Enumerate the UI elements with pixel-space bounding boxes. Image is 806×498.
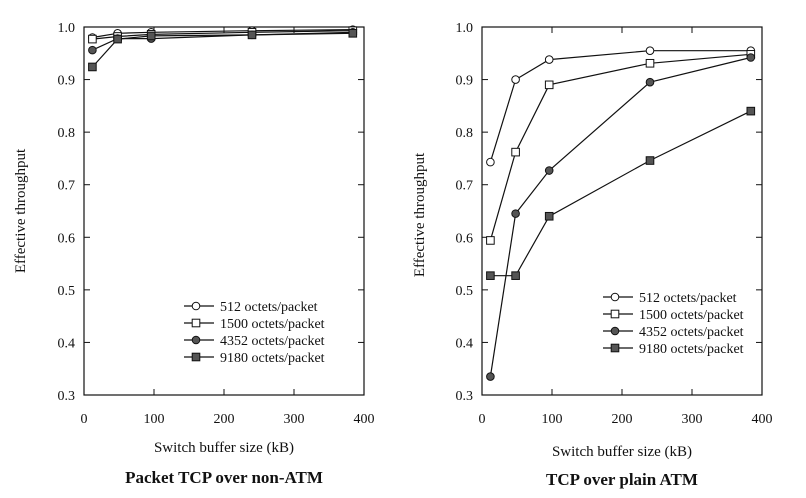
- chart-left-ylabel: Effective throughput: [13, 148, 29, 273]
- chart-left-series-2-point: [88, 34, 97, 44]
- chart-left-ytick-label: 0.9: [58, 74, 76, 89]
- chart-right-series: [486, 46, 756, 381]
- chart-left-legend: 512 octets/packet 1500 octets/packet 4352 …: [184, 300, 325, 366]
- chart-left-series-4-point: [113, 34, 122, 44]
- chart-left-series: [88, 25, 358, 72]
- chart-right-ytick-label: 0.7: [456, 179, 474, 194]
- chart-left-legend-item-2-marker: [191, 318, 201, 328]
- chart-left-xtick-label: 300: [284, 412, 305, 427]
- chart-right-legend-item-3-marker: [610, 326, 620, 336]
- chart-right-series-4-point: [511, 271, 520, 280]
- chart-right-series-1-point: [645, 46, 655, 55]
- chart-right-title: TCP over plain ATM: [546, 470, 698, 489]
- chart-right-xtick-label: 200: [612, 412, 633, 427]
- chart-left-ytick-label: 0.3: [58, 389, 76, 404]
- chart-right-ytick-label: 0.9: [456, 74, 474, 89]
- chart-right-series-2-point: [486, 236, 495, 245]
- chart-left-legend-item-3-marker: [191, 335, 201, 345]
- chart-left-series-4-point: [348, 29, 358, 38]
- chart-left-series-4-point: [88, 62, 97, 72]
- chart-left-xtick-label: 0: [81, 412, 88, 427]
- chart-right-series-4-line: [490, 110, 752, 277]
- chart-right-series-3-point: [746, 53, 756, 62]
- chart-right-ylabel: Effective throughput: [412, 152, 428, 277]
- chart-right-xtick-label: 0: [479, 412, 486, 427]
- chart-right-xtick-label: 100: [542, 412, 563, 427]
- chart-left-legend-item-4-marker: [191, 352, 201, 362]
- chart-left-series-4-line: [91, 32, 353, 68]
- chart-right-series-2-point: [544, 80, 554, 90]
- chart-right-legend-item-2-marker: [610, 309, 620, 319]
- chart-right-legend-item-3-label: 4352 octets/packet: [639, 325, 744, 340]
- chart-right-legend-item-4-label: 9180 octets/packet: [639, 342, 744, 357]
- chart-right-ytick-label: 0.5: [456, 284, 474, 299]
- chart-left-series-4-point: [247, 30, 257, 40]
- chart-right-legend-item-1-marker: [610, 292, 620, 302]
- chart-right-series-4-point: [486, 271, 495, 280]
- chart-right-series-1-point: [511, 75, 520, 84]
- chart-right-series-3-point: [486, 372, 495, 381]
- chart-left-xlabel: Switch buffer size (kB): [154, 440, 294, 456]
- chart-left-xtick-label: 200: [214, 412, 235, 427]
- chart-right-series-2-line: [489, 53, 751, 241]
- chart-left-legend-item-4-label: 9180 octets/packet: [220, 351, 325, 366]
- chart-right-legend: 512 octets/packet 1500 octets/packet 4352 …: [603, 291, 744, 357]
- chart-left-series-4-point: [146, 31, 156, 41]
- chart-left-title: Packet TCP over non-ATM: [125, 468, 323, 487]
- chart-right-ytick-label: 0.8: [456, 126, 474, 141]
- chart-right-legend-item-2-label: 1500 octets/packet: [639, 308, 744, 323]
- chart-right-ytick-label: 1.0: [456, 21, 474, 36]
- chart-left-legend-item-1-label: 512 octets/packet: [220, 300, 318, 315]
- chart-right-xlabel: Switch buffer size (kB): [552, 444, 692, 460]
- chart-right-xtick-label: 300: [682, 412, 703, 427]
- chart-left-ytick-label: 1.0: [58, 21, 76, 36]
- chart-left-ytick-label: 0.6: [58, 231, 76, 246]
- chart-left-ytick-label: 0.4: [58, 336, 76, 351]
- chart-right-legend-item-4-marker: [610, 343, 620, 353]
- chart-right-series-3-point: [645, 77, 655, 87]
- chart-left-legend-item-1-marker: [191, 301, 201, 311]
- chart-right-ytick-label: 0.4: [456, 336, 474, 351]
- chart-right-series-4-point: [544, 211, 554, 221]
- chart-right-series-2-point: [511, 147, 520, 157]
- chart-right-legend-item-1-label: 512 octets/packet: [639, 291, 737, 306]
- chart-right: 0 100 200 300 400 0.3 0.4 0.5 0.6 0.7 0.8 0.9 1.0 51…: [412, 21, 773, 489]
- chart-left-ytick-label: 0.5: [58, 284, 76, 299]
- chart-left: 0 100 200 300 400 0.3 0.4 0.5 0.6 0.7 0.8 0.9 1.0 51…: [13, 21, 375, 487]
- chart-right-series-3-point: [511, 209, 520, 218]
- chart-left-ytick-label: 0.7: [58, 179, 76, 194]
- chart-left-ticks: 0 100 200 300 400 0.3 0.4 0.5 0.6 0.7 0.8 0.9 1.0: [58, 21, 375, 427]
- chart-left-xtick-label: 100: [144, 412, 165, 427]
- chart-right-series-1-point: [544, 55, 554, 64]
- chart-right-ytick-label: 0.6: [456, 231, 474, 246]
- chart-right-xtick-label: 400: [752, 412, 773, 427]
- chart-left-ytick-label: 0.8: [58, 126, 76, 141]
- chart-right-series-2-point: [645, 58, 655, 68]
- chart-left-legend-item-2-label: 1500 octets/packet: [220, 317, 325, 332]
- chart-left-legend-item-3-label: 4352 octets/packet: [220, 334, 325, 349]
- chart-left-series-3-point: [88, 45, 97, 55]
- chart-right-series-4-point: [746, 106, 756, 116]
- chart-right-ytick-label: 0.3: [456, 389, 474, 404]
- chart-right-ticks: 0 100 200 300 400 0.3 0.4 0.5 0.6 0.7 0.8 0.9 1.0: [456, 21, 773, 427]
- chart-right-series-1-point: [486, 157, 495, 167]
- chart-right-series-3-point: [544, 166, 554, 175]
- chart-right-series-4-point: [645, 156, 655, 165]
- chart-left-xtick-label: 400: [354, 412, 375, 427]
